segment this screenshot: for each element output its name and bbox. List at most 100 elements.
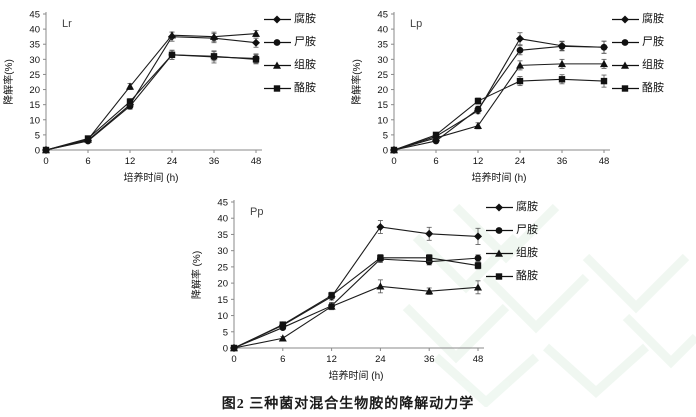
y-tick-label: 0 [35,146,40,157]
y-tick-label: 10 [29,115,40,126]
legend-item-diamond: 腐胺 [486,202,538,213]
y-tick-label: 10 [217,311,228,322]
y-tick-label: 30 [29,55,40,66]
x-tick-label: 36 [557,156,568,167]
legend-item-circle: 尸胺 [612,37,664,48]
x-tick-label: 24 [167,156,178,167]
legend-label: 腐胺 [516,201,538,213]
y-tick-label: 30 [217,246,228,257]
x-tick-label: 48 [473,354,484,365]
lp-plot: 0 5 10 15 20 25 30 35 40 45 0 6 12 24 36 48 培养时间 (h) 降解率(… [350,10,610,184]
legend-item-square: 酪胺 [612,83,664,94]
legend-label: 组胺 [516,247,538,259]
x-tick-label: 24 [375,354,386,365]
lp-legend: 腐胺尸胺组胺酪胺 [612,2,664,94]
legend-label: 组胺 [294,59,316,71]
x-tick-label: 48 [251,156,262,167]
y-tick-label: 45 [377,10,388,21]
y-tick-label: 40 [377,25,388,36]
legend-label: 尸胺 [294,36,316,48]
chart-title: Pp [250,206,263,218]
x-tick-label: 36 [209,156,220,167]
x-tick-label: 12 [473,156,484,167]
x-tick-label: 12 [125,156,136,167]
y-tick-label: 5 [223,327,228,338]
y-tick-label: 30 [377,55,388,66]
legend-item-diamond: 腐胺 [264,14,316,25]
x-tick-label: 6 [85,156,90,167]
y-tick-label: 20 [217,279,228,290]
x-tick-label: 0 [231,354,236,365]
square-marker-icon [486,273,513,280]
chart-title: Lp [410,18,422,30]
legend-label: 尸胺 [642,36,664,48]
legend-label: 酪胺 [516,270,538,282]
pp-legend: 腐胺 尸胺 组胺 酪胺 [486,190,538,282]
x-tick-label: 6 [280,354,285,365]
x-axis-label: 培养时间 (h) [472,171,527,184]
y-tick-label: 0 [223,344,228,355]
x-axis-label: 培养时间 (h) [124,171,179,184]
triangle-marker-icon [486,249,513,257]
y-tick-label: 15 [217,295,228,306]
x-tick-label: 48 [599,156,610,167]
x-tick-label: 12 [326,354,337,365]
diamond-marker-icon [486,203,513,212]
circle-marker-icon [486,227,513,234]
x-axis-label: 培养时间 (h) [329,369,384,382]
y-tick-label: 5 [35,130,40,141]
legend-label: 尸胺 [516,224,538,236]
y-tick-label: 0 [383,146,388,157]
x-tick-label: 0 [391,156,396,167]
legend-item-diamond: 腐胺 [612,14,664,25]
legend-item-circle: 尸胺 [486,225,538,236]
legend-label: 腐胺 [294,13,316,25]
y-tick-label: 35 [217,230,228,241]
figure-caption: 图2 三种菌对混合生物胺的降解动力学 [221,397,475,412]
x-tick-label: 36 [424,354,435,365]
triangle-marker-icon [612,61,639,69]
y-axis-label: 降解率(%) [2,59,15,105]
diamond-marker-icon [612,15,639,24]
diamond-marker-icon [264,15,291,24]
legend-label: 酪胺 [294,82,316,94]
y-tick-label: 25 [217,262,228,273]
y-tick-label: 10 [377,115,388,126]
y-tick-label: 20 [377,85,388,96]
legend-item-triangle: 组胺 [486,248,538,259]
square-marker-icon [612,85,639,92]
pp-plot: 0 5 10 15 20 25 30 35 40 45 0 6 12 24 36 48 培养时间 (h) 降解率 … [190,198,484,382]
y-tick-label: 25 [29,70,40,81]
y-tick-label: 40 [217,214,228,225]
chart-pp: 0 5 10 15 20 25 30 35 40 45 0 6 12 24 36 48 培养时间 (h) 降解率 … [190,190,538,383]
y-tick-label: 15 [377,100,388,111]
chart-lp: 0 5 10 15 20 25 30 35 40 45 0 6 12 24 36 48 培养时间 (h) 降解率(… [350,2,664,185]
circle-marker-icon [612,39,639,46]
legend-label: 组胺 [642,59,664,71]
x-tick-label: 0 [43,156,48,167]
y-tick-label: 20 [29,85,40,96]
y-tick-label: 45 [29,10,40,21]
lr-legend: 腐胺 尸胺 组胺 酪胺 [264,2,316,94]
circle-marker-icon [264,39,291,46]
y-tick-label: 15 [29,100,40,111]
y-axis-label: 降解率 (%) [190,251,203,299]
y-tick-label: 25 [377,70,388,81]
x-tick-label: 6 [433,156,438,167]
legend-item-square: 酪胺 [264,83,316,94]
triangle-marker-icon [264,61,291,69]
y-tick-label: 40 [29,25,40,36]
y-tick-label: 35 [29,40,40,51]
chart-title: Lr [62,18,72,30]
legend-label: 酪胺 [642,82,664,94]
y-tick-label: 45 [217,198,228,209]
square-marker-icon [264,85,291,92]
chart-lr: 0 5 10 15 20 25 30 35 40 45 0 6 12 24 36 48 培养时间 (h) 降解率(… [2,2,316,185]
x-tick-label: 24 [515,156,526,167]
legend-item-circle: 尸胺 [264,37,316,48]
legend-item-triangle: 组胺 [612,60,664,71]
lr-plot: 0 5 10 15 20 25 30 35 40 45 0 6 12 24 36 48 培养时间 (h) 降解率(… [2,10,262,184]
y-tick-label: 35 [377,40,388,51]
legend-item-triangle: 组胺 [264,60,316,71]
